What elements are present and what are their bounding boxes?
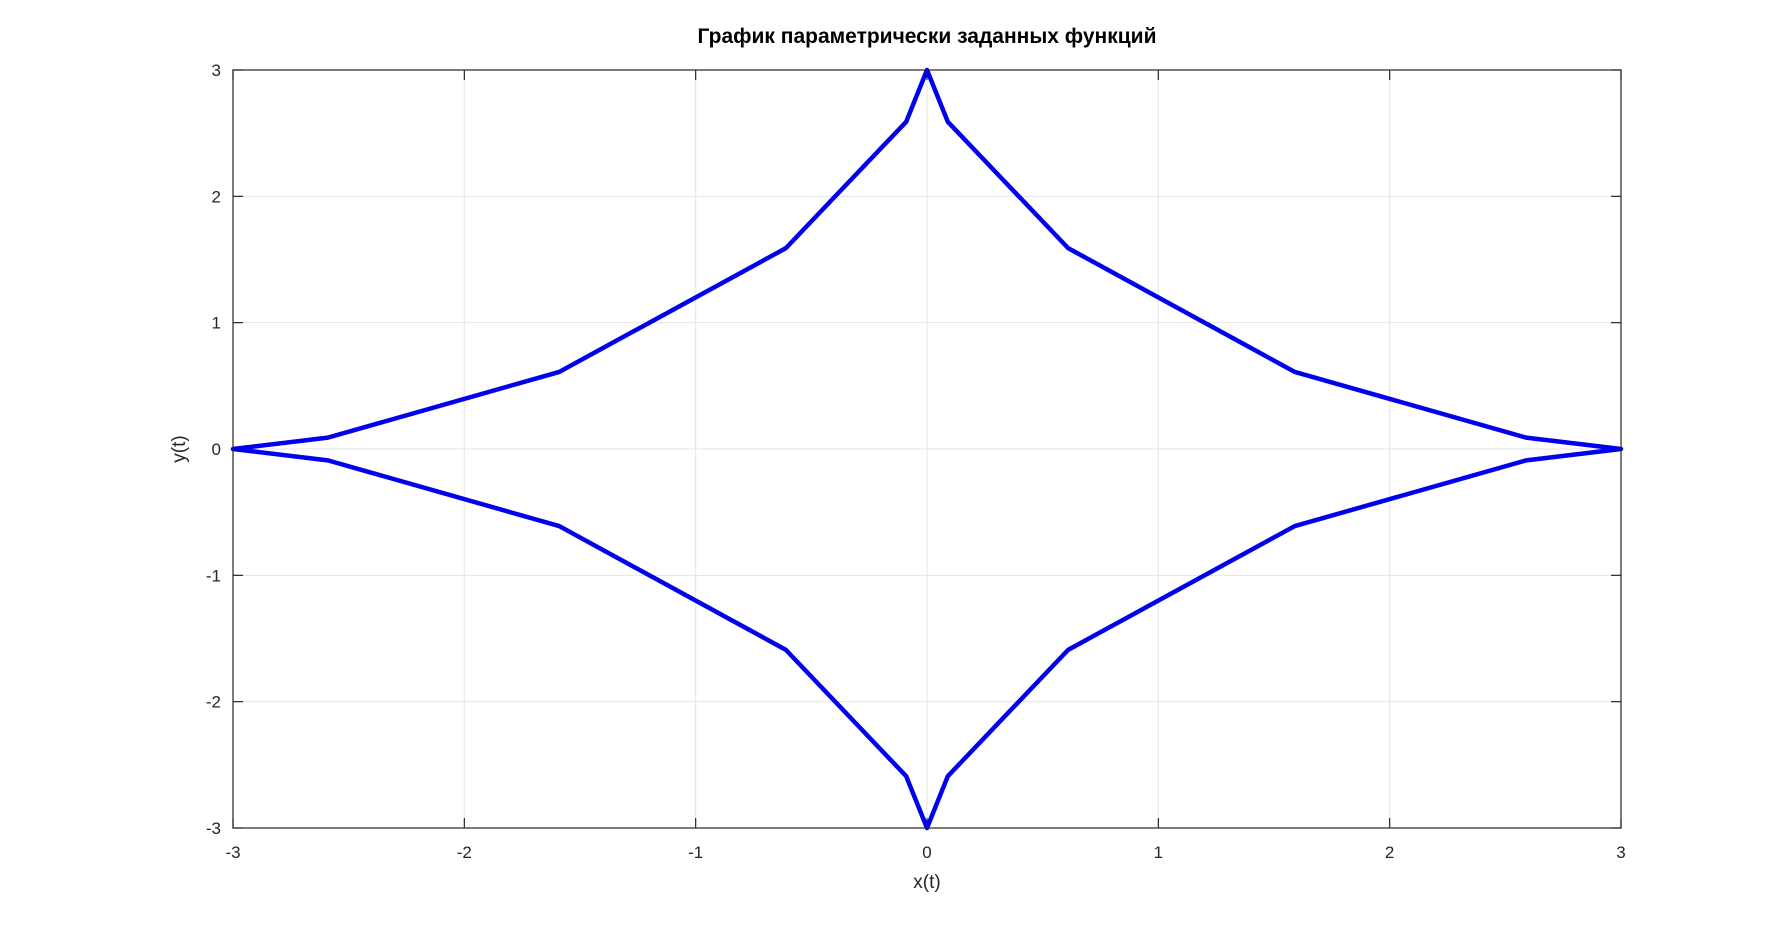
y-tick-label: 2 <box>212 187 221 206</box>
x-tick-label: -1 <box>688 843 703 862</box>
x-tick-label: 1 <box>1154 843 1163 862</box>
x-tick-label: 3 <box>1616 843 1625 862</box>
y-tick-label: -3 <box>206 819 221 838</box>
y-axis-label: y(t) <box>169 435 190 462</box>
x-axis-label: x(t) <box>913 872 940 893</box>
x-tick-label: 2 <box>1385 843 1394 862</box>
x-tick-label: -3 <box>225 843 240 862</box>
x-tick-label: -2 <box>457 843 472 862</box>
y-tick-label: 1 <box>212 314 221 333</box>
y-tick-label: 3 <box>212 61 221 80</box>
y-tick-labels: -3 -2 -1 0 1 2 3 <box>206 61 221 838</box>
y-tick-label: -2 <box>206 693 221 712</box>
x-tick-label: 0 <box>922 843 931 862</box>
y-tick-label: -1 <box>206 566 221 585</box>
plot-frame <box>232 69 1622 829</box>
chart-title: График параметрически заданных функций <box>698 25 1157 48</box>
x-tick-labels: -3 -2 -1 0 1 2 3 <box>225 843 1625 862</box>
y-tick-label: 0 <box>212 440 221 459</box>
